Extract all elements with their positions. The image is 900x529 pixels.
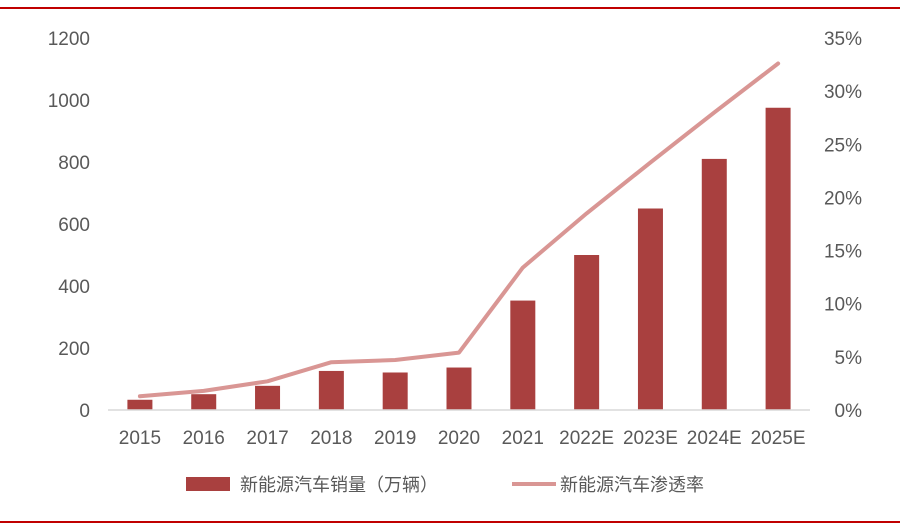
y-left-tick-label: 800 — [58, 153, 90, 174]
y-left-tick-label: 200 — [58, 339, 90, 360]
bar — [318, 370, 344, 410]
x-tick-label: 2020 — [438, 428, 480, 449]
bar — [765, 107, 791, 410]
x-tick-label: 2017 — [246, 428, 288, 449]
bar — [191, 394, 217, 410]
y-left-tick-label: 1000 — [48, 91, 90, 112]
y-right-tick-label: 15% — [824, 242, 862, 263]
x-tick-label: 2021 — [502, 428, 544, 449]
y-right-tick-label: 10% — [824, 295, 862, 316]
y-left-tick-label: 1200 — [48, 29, 90, 50]
x-tick-label: 2016 — [183, 428, 225, 449]
penetration-line — [137, 61, 781, 399]
line-series — [137, 61, 781, 399]
x-tick-label: 2022E — [559, 428, 614, 449]
y-right-tick-label: 30% — [824, 82, 862, 103]
y-left-tick-label: 400 — [58, 277, 90, 298]
legend-bar-swatch — [186, 477, 230, 491]
bar — [510, 300, 536, 410]
bar — [574, 255, 600, 410]
y-right-tick-label: 5% — [835, 348, 863, 369]
y-right-tick-label: 25% — [824, 135, 862, 156]
bar — [637, 208, 663, 410]
legend-line-label: 新能源汽车渗透率 — [560, 475, 704, 496]
x-tick-label: 2019 — [374, 428, 416, 449]
top-rule — [0, 7, 900, 9]
left-axis: 0 200 400 600 800 1000 1200 — [48, 29, 90, 422]
x-tick-label: 2015 — [119, 428, 161, 449]
y-right-tick-label: 35% — [824, 29, 862, 50]
bar-series — [127, 107, 791, 410]
x-tick-label: 2024E — [687, 428, 742, 449]
bar — [127, 399, 153, 410]
x-tick-label: 2023E — [623, 428, 678, 449]
y-right-tick-label: 20% — [824, 188, 862, 209]
legend-bar-label: 新能源汽车销量（万辆） — [240, 475, 438, 496]
bar — [446, 367, 472, 410]
y-left-tick-label: 600 — [58, 215, 90, 236]
bar — [255, 385, 281, 410]
x-tick-label: 2018 — [310, 428, 352, 449]
bottom-rule — [0, 521, 900, 523]
y-left-tick-label: 0 — [79, 401, 90, 422]
y-right-tick-label: 0% — [835, 401, 863, 422]
x-axis: 2015 2016 2017 2018 2019 2020 2021 2022E 2023E 20… — [119, 428, 806, 449]
bar — [701, 158, 727, 410]
right-axis: 0% 5% 10% 15% 20% 25% 30% 35% — [824, 29, 862, 422]
bar — [382, 372, 408, 410]
x-tick-label: 2025E — [751, 428, 806, 449]
legend: 新能源汽车销量（万辆） 新能源汽车渗透率 — [186, 475, 704, 496]
